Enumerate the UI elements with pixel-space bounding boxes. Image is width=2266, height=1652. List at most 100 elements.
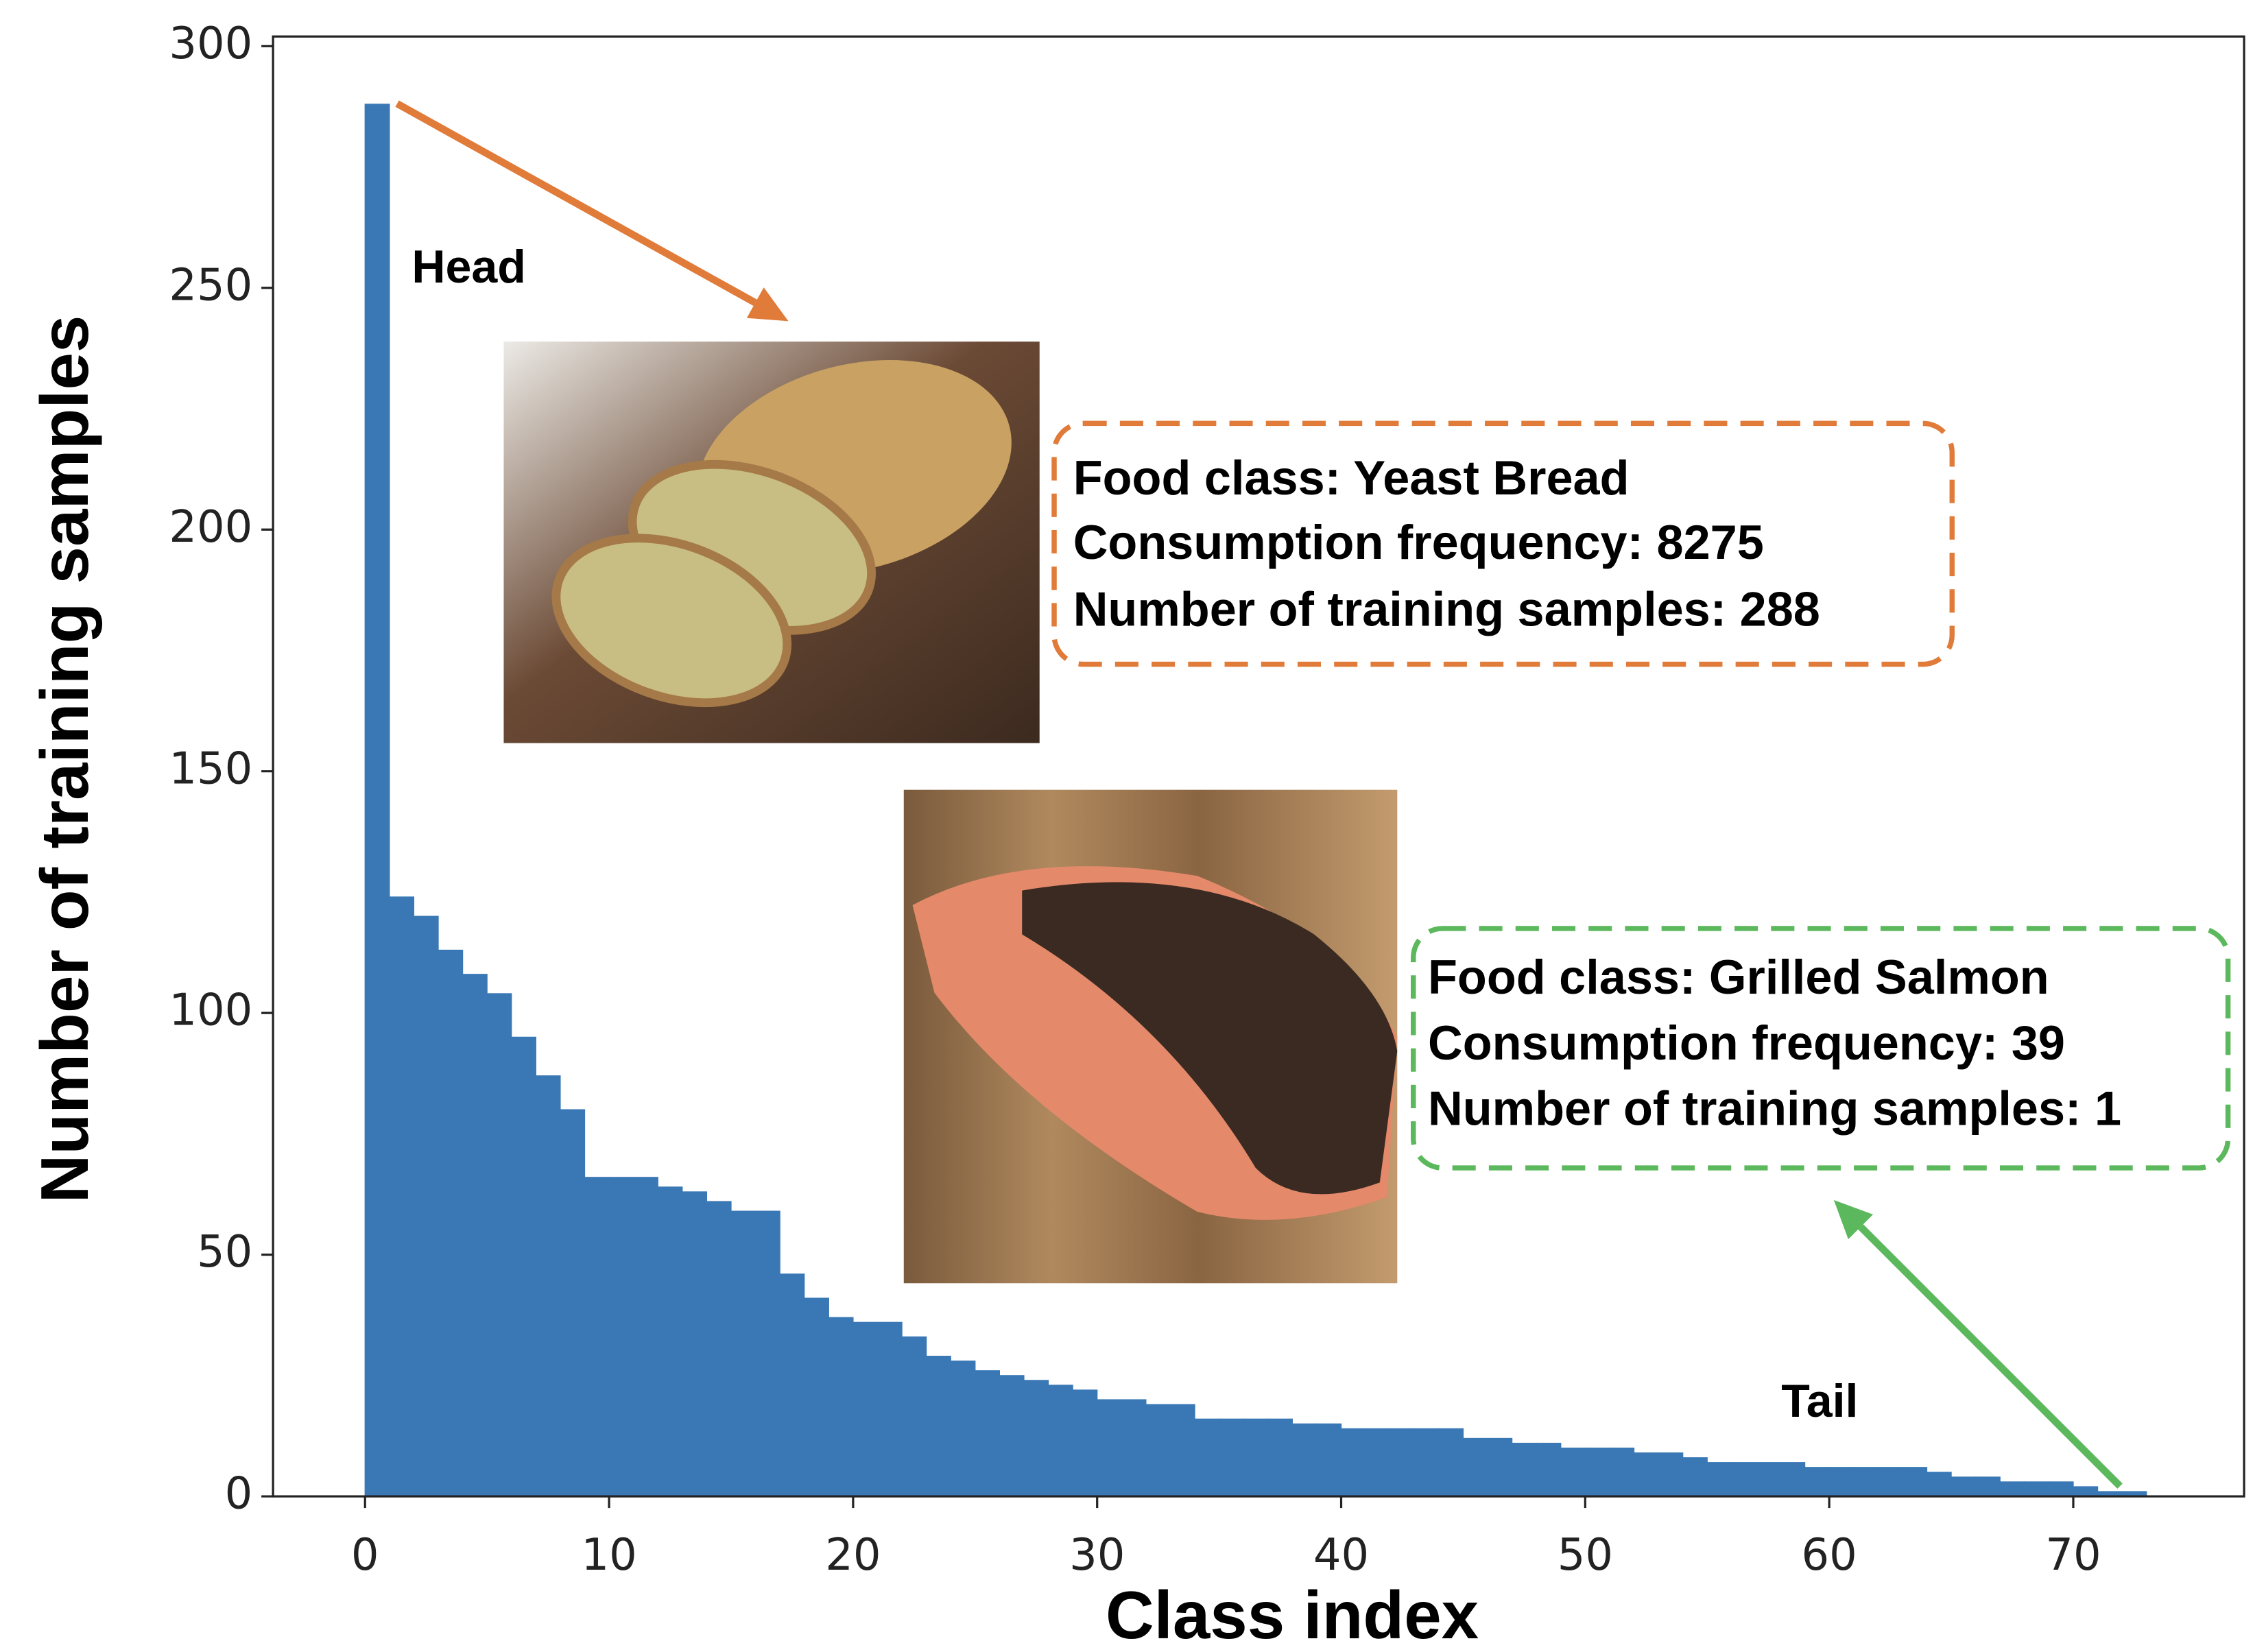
bar xyxy=(1267,1418,1293,1497)
bar xyxy=(462,974,488,1497)
bar xyxy=(2024,1481,2050,1497)
bar xyxy=(1121,1399,1147,1497)
bar xyxy=(901,1336,927,1497)
callout-text: Number of training samples: 1 xyxy=(1428,1081,2121,1136)
arrow xyxy=(395,100,789,322)
y-tick-label: 200 xyxy=(169,502,252,553)
y-tick-label: 300 xyxy=(169,19,252,69)
bar xyxy=(1243,1418,1269,1497)
bar xyxy=(1682,1457,1708,1497)
bar xyxy=(950,1361,976,1497)
callout-text: Consumption frequency: 8275 xyxy=(1073,515,1764,569)
bar xyxy=(1145,1404,1171,1497)
axes-frame xyxy=(272,35,2245,1498)
callout-text: Number of training samples: 288 xyxy=(1073,582,1820,636)
bar xyxy=(511,1036,536,1497)
bar xyxy=(1511,1442,1537,1497)
bar xyxy=(730,1210,756,1497)
x-tick-label: 20 xyxy=(825,1530,881,1581)
bar xyxy=(1999,1481,2025,1497)
bar xyxy=(1584,1447,1610,1497)
bar xyxy=(413,915,439,1497)
bar xyxy=(975,1370,1001,1497)
bar xyxy=(1414,1428,1440,1497)
arrow-shaft xyxy=(1858,1224,2123,1489)
bar xyxy=(1877,1467,1903,1497)
x-tick-label: 30 xyxy=(1069,1530,1125,1581)
bar xyxy=(1804,1467,1830,1497)
bar xyxy=(535,1075,561,1497)
bar xyxy=(608,1177,634,1497)
bar xyxy=(438,949,464,1497)
bar xyxy=(1072,1389,1098,1497)
bar xyxy=(1975,1476,2001,1497)
bar xyxy=(1951,1476,1977,1497)
x-axis-label: Class index xyxy=(1106,1577,1479,1652)
arrow-shaft xyxy=(395,100,757,307)
bar xyxy=(682,1191,708,1497)
bar xyxy=(1340,1428,1366,1497)
bar xyxy=(1828,1467,1854,1497)
bar xyxy=(804,1297,829,1497)
bar xyxy=(1097,1399,1122,1497)
bar xyxy=(1926,1472,1952,1497)
salmon-image xyxy=(903,789,1398,1284)
bar xyxy=(584,1177,610,1497)
x-tick-label: 50 xyxy=(1558,1530,1613,1581)
bar xyxy=(1487,1437,1513,1497)
x-tick-label: 10 xyxy=(581,1530,636,1581)
bar xyxy=(364,104,390,1497)
bar xyxy=(925,1356,951,1497)
y-tick-label: 0 xyxy=(225,1469,253,1520)
annotation: Tail xyxy=(1781,1375,1858,1427)
y-tick-label: 150 xyxy=(169,743,252,794)
bar xyxy=(1438,1428,1464,1497)
bar xyxy=(2048,1481,2074,1497)
bar xyxy=(876,1321,903,1497)
arrow-head xyxy=(746,287,789,322)
callout-text: Food class: Grilled Salmon xyxy=(1428,950,2049,1004)
bar xyxy=(754,1210,780,1497)
arrow-head xyxy=(1833,1199,1874,1240)
bar xyxy=(1780,1462,1806,1497)
bar xyxy=(1902,1467,1928,1497)
plot-area: 0 50 100 150 200 250 300 0 10 20 30 40 50 60 70 xyxy=(169,19,2245,1581)
y-axis-label: Number of training samples xyxy=(27,315,102,1204)
x-tick-label: 0 xyxy=(351,1530,379,1581)
bar xyxy=(1194,1418,1220,1497)
bar xyxy=(2073,1486,2099,1497)
callout-box xyxy=(1051,420,1955,667)
y-tick-label: 250 xyxy=(169,260,252,311)
callout-text: Consumption frequency: 39 xyxy=(1428,1016,2065,1070)
x-tick-label: 40 xyxy=(1313,1530,1369,1581)
bar xyxy=(1609,1447,1635,1497)
bar xyxy=(999,1375,1025,1497)
bar xyxy=(657,1186,683,1497)
bar xyxy=(1560,1447,1586,1497)
bar xyxy=(1218,1418,1244,1497)
bar xyxy=(852,1321,879,1497)
bread-image xyxy=(503,342,1040,743)
bar xyxy=(1291,1423,1317,1497)
bar xyxy=(1853,1467,1879,1497)
bar xyxy=(1633,1452,1659,1497)
y-tick-label: 50 xyxy=(197,1227,252,1278)
annotation: Head xyxy=(412,241,526,293)
bar xyxy=(1658,1452,1684,1497)
callouts: Food class: Yeast Bread Consumption frequ… xyxy=(1051,420,2231,1171)
bar xyxy=(1755,1462,1781,1497)
bar xyxy=(389,896,415,1497)
bar xyxy=(1047,1385,1073,1497)
arrow xyxy=(1833,1199,2123,1489)
bar xyxy=(1731,1462,1757,1497)
bar xyxy=(1023,1380,1049,1497)
y-tick-label: 100 xyxy=(169,985,252,1036)
bar xyxy=(633,1177,658,1497)
bar xyxy=(1706,1462,1732,1497)
callout-text: Food class: Yeast Bread xyxy=(1073,451,1630,505)
bar xyxy=(779,1273,805,1497)
bar xyxy=(1169,1404,1195,1497)
bar xyxy=(1536,1442,1562,1497)
bar xyxy=(560,1109,586,1497)
